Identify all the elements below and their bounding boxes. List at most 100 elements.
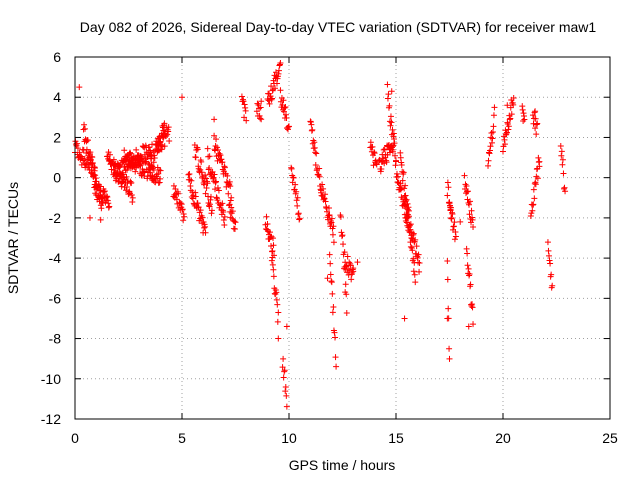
data-point: [213, 136, 220, 143]
x-tick-label: 5: [178, 430, 186, 446]
data-point: [216, 150, 223, 157]
data-point: [384, 95, 391, 102]
data-point: [97, 216, 104, 223]
data-point: [150, 159, 157, 166]
data-point: [86, 214, 93, 221]
data-point: [399, 177, 406, 184]
data-point: [221, 221, 228, 228]
data-point: [549, 282, 556, 289]
data-point: [277, 60, 284, 67]
data-point: [451, 219, 458, 226]
data-point: [189, 189, 196, 196]
data-point: [505, 123, 512, 130]
data-point: [533, 166, 540, 173]
data-point: [534, 120, 541, 127]
data-point: [281, 105, 288, 112]
data-point: [378, 165, 385, 172]
data-point: [388, 119, 395, 126]
data-point: [133, 146, 140, 153]
data-point: [211, 116, 218, 123]
data-point: [409, 247, 416, 254]
data-point: [386, 102, 393, 109]
data-point: [312, 162, 319, 169]
data-point: [84, 137, 91, 144]
data-point: [401, 185, 408, 192]
data-point: [156, 167, 163, 174]
data-point: [161, 120, 168, 127]
y-tick-label: -10: [41, 371, 61, 387]
data-point: [397, 186, 404, 193]
data-point: [531, 109, 538, 116]
data-point: [157, 138, 164, 145]
data-point: [215, 187, 222, 194]
data-point: [132, 168, 139, 175]
data-point: [181, 213, 188, 220]
data-point: [487, 143, 494, 150]
data-point: [469, 216, 476, 223]
data-point: [165, 124, 172, 131]
data-point: [229, 208, 236, 215]
data-point: [467, 198, 474, 205]
data-point: [211, 171, 218, 178]
data-point: [464, 262, 471, 269]
data-point: [343, 291, 350, 298]
data-point: [503, 129, 510, 136]
data-point: [391, 140, 398, 147]
data-point: [232, 219, 239, 226]
data-point: [544, 239, 551, 246]
data-point: [83, 138, 90, 145]
data-point: [89, 154, 96, 161]
data-point: [224, 172, 231, 179]
data-point: [470, 224, 477, 231]
data-point: [275, 335, 282, 342]
data-point: [175, 190, 182, 197]
data-point: [217, 201, 224, 208]
data-point: [558, 152, 565, 159]
data-point: [461, 172, 468, 179]
data-point: [344, 253, 351, 260]
data-point: [309, 126, 316, 133]
data-point: [468, 207, 475, 214]
data-point: [407, 226, 414, 233]
y-tick-labels: 6 4 2 0 -2 -4 -6 -8 -10 -12: [41, 49, 61, 427]
data-point: [557, 143, 564, 150]
data-point: [146, 144, 153, 151]
data-point: [389, 143, 396, 150]
data-point: [530, 201, 537, 208]
data-point: [445, 305, 452, 312]
data-point: [264, 221, 271, 228]
data-point: [242, 107, 249, 114]
data-point: [562, 188, 569, 195]
data-point: [326, 251, 333, 258]
data-point: [161, 143, 168, 150]
data-point: [545, 247, 552, 254]
data-point: [371, 150, 378, 157]
data-point: [452, 233, 459, 240]
data-point: [371, 149, 378, 156]
data-point: [520, 117, 527, 124]
y-tick-label: -8: [49, 331, 62, 347]
data-point: [274, 301, 281, 308]
data-point: [74, 145, 81, 152]
data-point: [127, 150, 134, 157]
data-point: [389, 126, 396, 133]
data-point: [324, 275, 331, 282]
data-point: [292, 181, 299, 188]
data-point: [527, 213, 534, 220]
data-point: [101, 188, 108, 195]
x-tick-labels: 0 5 10 15 20 25: [71, 430, 618, 446]
data-point: [269, 95, 276, 102]
data-point: [444, 192, 451, 199]
data-point: [178, 201, 185, 208]
data-point: [463, 188, 470, 195]
data-point: [241, 114, 248, 121]
data-point: [451, 236, 458, 243]
data-point: [254, 100, 261, 107]
x-tick-label: 0: [71, 430, 79, 446]
data-point: [354, 259, 361, 266]
data-point: [449, 211, 456, 218]
data-point: [108, 166, 115, 173]
data-point: [199, 214, 206, 221]
data-point: [123, 154, 130, 161]
data-point: [457, 218, 464, 225]
